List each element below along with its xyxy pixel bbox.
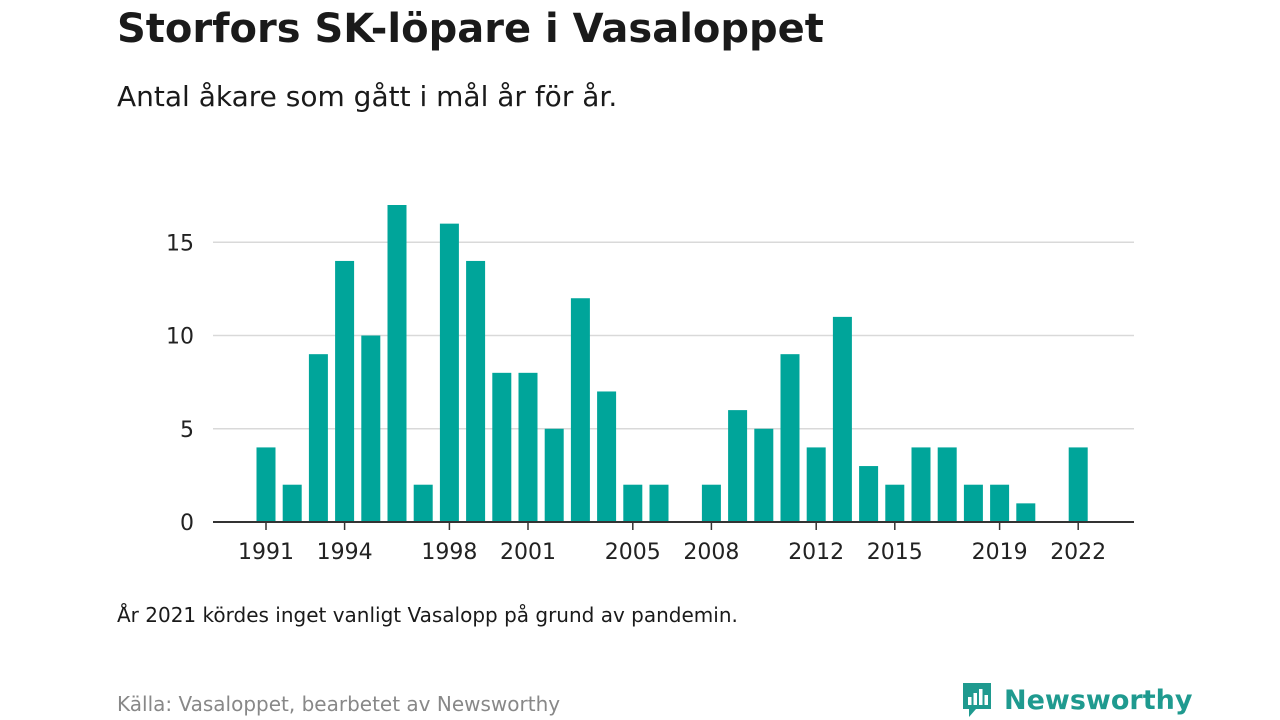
bar-1991 xyxy=(256,447,276,522)
brand-name: Newsworthy xyxy=(1004,684,1193,716)
bar-2004 xyxy=(597,391,617,522)
bar-2014 xyxy=(859,466,879,522)
x-tick-label: 2005 xyxy=(605,540,661,565)
bar-1992 xyxy=(282,484,302,522)
bar-2020 xyxy=(1016,503,1036,522)
x-tick-label: 2012 xyxy=(788,540,844,565)
bar-1998 xyxy=(439,223,459,522)
bar-2009 xyxy=(728,410,748,522)
bar-2013 xyxy=(832,316,852,522)
bar-1994 xyxy=(335,260,355,522)
bar-chart: 1991 1994 1998 2001 2005 2008 2012 2015 2019 2022… xyxy=(166,205,1134,565)
source-text: Källa: Vasaloppet, bearbetet av Newswort… xyxy=(117,692,561,716)
chart-title: Storfors SK-löpare i Vasaloppet xyxy=(117,6,824,52)
x-axis-ticks: 1991 1994 1998 2001 2005 2008 2012 2015 2019 2022 xyxy=(238,522,1106,565)
bar-2010 xyxy=(754,428,774,522)
bar-2006 xyxy=(649,484,669,522)
bar-2018 xyxy=(963,484,983,522)
bar-1995 xyxy=(361,335,381,522)
bar-1993 xyxy=(308,354,328,522)
x-tick-label: 1994 xyxy=(317,540,373,565)
x-tick-label: 2022 xyxy=(1050,540,1106,565)
bar-1997 xyxy=(413,484,433,522)
bar-2017 xyxy=(937,447,957,522)
bar-2003 xyxy=(570,298,590,522)
bar-2002 xyxy=(544,428,564,522)
bar-2015 xyxy=(885,484,905,522)
x-tick-label: 1998 xyxy=(421,540,477,565)
bar-2022 xyxy=(1068,447,1088,522)
bar-2011 xyxy=(780,354,800,522)
x-tick-label: 2001 xyxy=(500,540,556,565)
y-axis-ticks: 0 5 10 15 xyxy=(166,231,194,536)
chart-subtitle: Antal åkare som gått i mål år för år. xyxy=(117,80,618,113)
bar-2005 xyxy=(623,484,643,522)
bar-2000 xyxy=(492,372,512,522)
bar-2012 xyxy=(806,447,826,522)
x-tick-label: 2015 xyxy=(867,540,923,565)
x-tick-label: 1991 xyxy=(238,540,294,565)
bar-1996 xyxy=(387,205,407,522)
y-tick-label: 10 xyxy=(166,325,194,350)
y-tick-label: 0 xyxy=(180,511,194,536)
bar-2008 xyxy=(701,484,721,522)
x-tick-label: 2008 xyxy=(683,540,739,565)
brand-logo[interactable]: Newsworthy xyxy=(960,680,1192,720)
bar-2001 xyxy=(518,372,538,522)
footnote: År 2021 kördes inget vanligt Vasalopp på… xyxy=(117,603,738,627)
bar-2016 xyxy=(911,447,931,522)
y-tick-label: 5 xyxy=(180,418,194,443)
newsworthy-logo-icon xyxy=(963,683,991,717)
y-tick-label: 15 xyxy=(166,231,194,256)
x-tick-label: 2019 xyxy=(972,540,1028,565)
bar-2019 xyxy=(990,484,1010,522)
bar-1999 xyxy=(466,260,486,522)
bars xyxy=(256,205,1088,522)
